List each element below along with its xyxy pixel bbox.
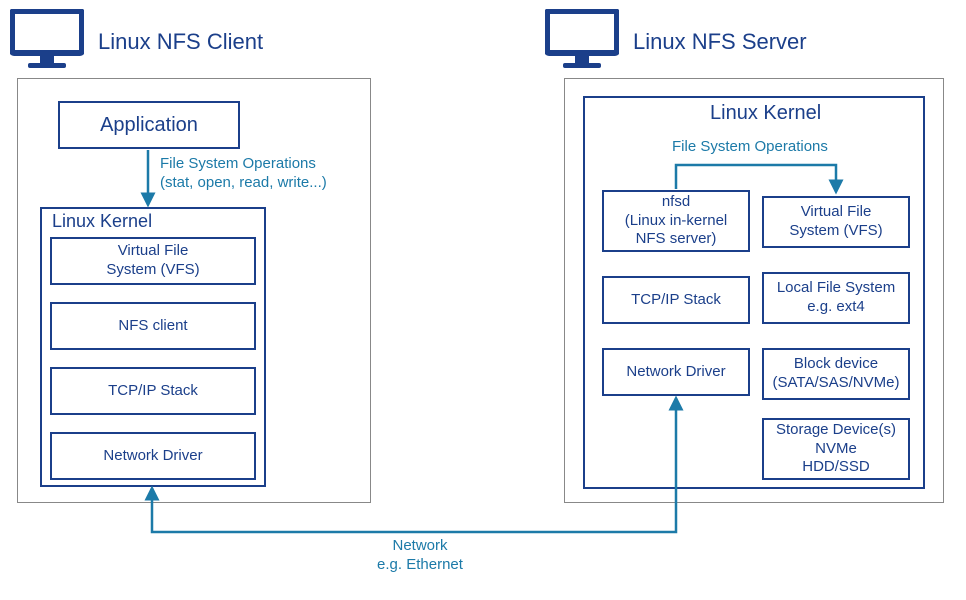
server-nfsd-box: nfsd(Linux in-kernelNFS server) (602, 190, 750, 252)
client-netdrv-box: Network Driver (50, 432, 256, 480)
server-netdrv-box: Network Driver (602, 348, 750, 396)
client-fsops-line1: File System Operations (160, 155, 327, 174)
server-kernel-title: Linux Kernel (706, 102, 825, 125)
server-localfs-box: Local File Systeme.g. ext4 (762, 272, 910, 324)
client-fsops-line2: (stat, open, read, write...) (160, 174, 327, 193)
monitor-icon (545, 9, 619, 74)
client-vfs-box: Virtual FileSystem (VFS) (50, 237, 256, 285)
server-blockdev-box: Block device(SATA/SAS/NVMe) (762, 348, 910, 400)
client-nfs-label: NFS client (118, 317, 187, 336)
client-fsops-annot: File System Operations (stat, open, read… (160, 155, 327, 193)
client-vfs-label: Virtual FileSystem (VFS) (106, 242, 199, 280)
server-blockdev-label: Block device(SATA/SAS/NVMe) (773, 355, 900, 393)
application-box: Application (58, 101, 240, 149)
network-line2: e.g. Ethernet (340, 556, 500, 575)
server-title-row: Linux NFS Server (545, 9, 807, 74)
monitor-icon (10, 9, 84, 74)
server-fsops-text: File System Operations (672, 138, 828, 155)
application-label: Application (100, 113, 198, 138)
client-title-row: Linux NFS Client (10, 9, 263, 74)
server-storage-label: Storage Device(s)NVMeHDD/SSD (776, 421, 896, 477)
client-kernel-title: Linux Kernel (48, 211, 156, 232)
server-fsops-annot: File System Operations (672, 138, 828, 157)
client-title: Linux NFS Client (98, 29, 263, 55)
server-tcpip-box: TCP/IP Stack (602, 276, 750, 324)
network-annot: Network e.g. Ethernet (340, 537, 500, 575)
client-tcpip-label: TCP/IP Stack (108, 382, 198, 401)
server-title: Linux NFS Server (633, 29, 807, 55)
client-netdrv-label: Network Driver (103, 447, 202, 466)
server-tcpip-label: TCP/IP Stack (631, 291, 721, 310)
server-localfs-label: Local File Systeme.g. ext4 (777, 279, 895, 317)
network-line1: Network (340, 537, 500, 556)
server-vfs-label: Virtual FileSystem (VFS) (789, 203, 882, 241)
client-nfs-box: NFS client (50, 302, 256, 350)
server-vfs-box: Virtual FileSystem (VFS) (762, 196, 910, 248)
server-nfsd-label: nfsd(Linux in-kernelNFS server) (625, 193, 728, 249)
server-storage-box: Storage Device(s)NVMeHDD/SSD (762, 418, 910, 480)
server-netdrv-label: Network Driver (626, 363, 725, 382)
client-tcpip-box: TCP/IP Stack (50, 367, 256, 415)
